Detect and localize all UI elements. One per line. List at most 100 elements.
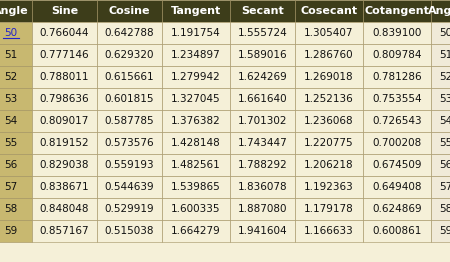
Bar (32, 220, 97, 242)
Text: Tangent: Tangent (171, 6, 221, 16)
Bar (363, 198, 431, 220)
Text: 0.848048: 0.848048 (40, 204, 89, 214)
Text: 0.809017: 0.809017 (40, 116, 89, 126)
Text: 0.838671: 0.838671 (40, 182, 89, 192)
Text: 53: 53 (4, 94, 18, 104)
Text: 1.887080: 1.887080 (238, 204, 287, 214)
Bar (363, 88, 431, 110)
Bar (431, 220, 450, 242)
Text: 1.701302: 1.701302 (238, 116, 287, 126)
Text: 52: 52 (439, 72, 450, 82)
Text: 0.753554: 0.753554 (372, 94, 422, 104)
Bar (97, 176, 162, 198)
Text: 1.589016: 1.589016 (238, 50, 287, 60)
Bar (97, 220, 162, 242)
Text: 53: 53 (439, 94, 450, 104)
Bar (32, 0, 97, 22)
Bar (32, 66, 97, 88)
Text: 56: 56 (4, 160, 18, 170)
Bar (230, 154, 295, 176)
Bar (0, 132, 32, 154)
Bar (0, 0, 32, 22)
Text: 1.327045: 1.327045 (171, 94, 221, 104)
Text: 1.191754: 1.191754 (171, 28, 221, 38)
Text: 1.836078: 1.836078 (238, 182, 287, 192)
Text: 0.766044: 0.766044 (40, 28, 89, 38)
Bar (97, 198, 162, 220)
Text: 1.661640: 1.661640 (238, 94, 287, 104)
Text: 57: 57 (4, 182, 18, 192)
Text: 0.829038: 0.829038 (40, 160, 89, 170)
Bar (0, 220, 32, 242)
Text: 57: 57 (439, 182, 450, 192)
Text: 1.286760: 1.286760 (304, 50, 354, 60)
Bar (431, 176, 450, 198)
Bar (295, 88, 363, 110)
Bar (363, 0, 431, 22)
Text: 1.236068: 1.236068 (304, 116, 354, 126)
Text: 1.220775: 1.220775 (304, 138, 354, 148)
Bar (97, 66, 162, 88)
Bar (363, 66, 431, 88)
Text: 1.482561: 1.482561 (171, 160, 221, 170)
Bar (162, 88, 230, 110)
Text: 1.788292: 1.788292 (238, 160, 288, 170)
Text: 1.376382: 1.376382 (171, 116, 221, 126)
Text: 56: 56 (439, 160, 450, 170)
Bar (162, 198, 230, 220)
Text: 0.573576: 0.573576 (105, 138, 154, 148)
Bar (363, 132, 431, 154)
Bar (363, 22, 431, 44)
Bar (230, 44, 295, 66)
Text: 51: 51 (439, 50, 450, 60)
Bar (32, 132, 97, 154)
Bar (363, 154, 431, 176)
Bar (295, 154, 363, 176)
Bar (230, 176, 295, 198)
Bar (363, 110, 431, 132)
Bar (295, 132, 363, 154)
Bar (0, 66, 32, 88)
Text: 1.539865: 1.539865 (171, 182, 221, 192)
Text: 1.428148: 1.428148 (171, 138, 221, 148)
Bar (431, 66, 450, 88)
Bar (32, 176, 97, 198)
Bar (0, 44, 32, 66)
Bar (295, 66, 363, 88)
Bar (363, 220, 431, 242)
Text: 0.587785: 0.587785 (105, 116, 154, 126)
Bar (32, 22, 97, 44)
Text: 1.206218: 1.206218 (304, 160, 354, 170)
Bar (97, 44, 162, 66)
Bar (363, 176, 431, 198)
Text: Angle: Angle (428, 6, 450, 16)
Text: 0.798636: 0.798636 (40, 94, 89, 104)
Text: 59: 59 (4, 226, 18, 236)
Text: 51: 51 (4, 50, 18, 60)
Bar (431, 44, 450, 66)
Text: 1.600335: 1.600335 (171, 204, 221, 214)
Text: 52: 52 (4, 72, 18, 82)
Text: 54: 54 (439, 116, 450, 126)
Bar (162, 220, 230, 242)
Bar (97, 132, 162, 154)
Text: 0.544639: 0.544639 (105, 182, 154, 192)
Bar (431, 198, 450, 220)
Bar (0, 176, 32, 198)
Text: 50: 50 (439, 28, 450, 38)
Bar (295, 110, 363, 132)
Bar (162, 154, 230, 176)
Text: 0.777146: 0.777146 (40, 50, 89, 60)
Bar (162, 0, 230, 22)
Bar (162, 110, 230, 132)
Bar (0, 110, 32, 132)
Text: 58: 58 (4, 204, 18, 214)
Bar (0, 22, 32, 44)
Text: 1.941604: 1.941604 (238, 226, 287, 236)
Text: Cotangent: Cotangent (364, 6, 429, 16)
Bar (363, 44, 431, 66)
Text: 1.664279: 1.664279 (171, 226, 221, 236)
Text: Sine: Sine (51, 6, 78, 16)
Bar (0, 198, 32, 220)
Text: 0.809784: 0.809784 (372, 50, 422, 60)
